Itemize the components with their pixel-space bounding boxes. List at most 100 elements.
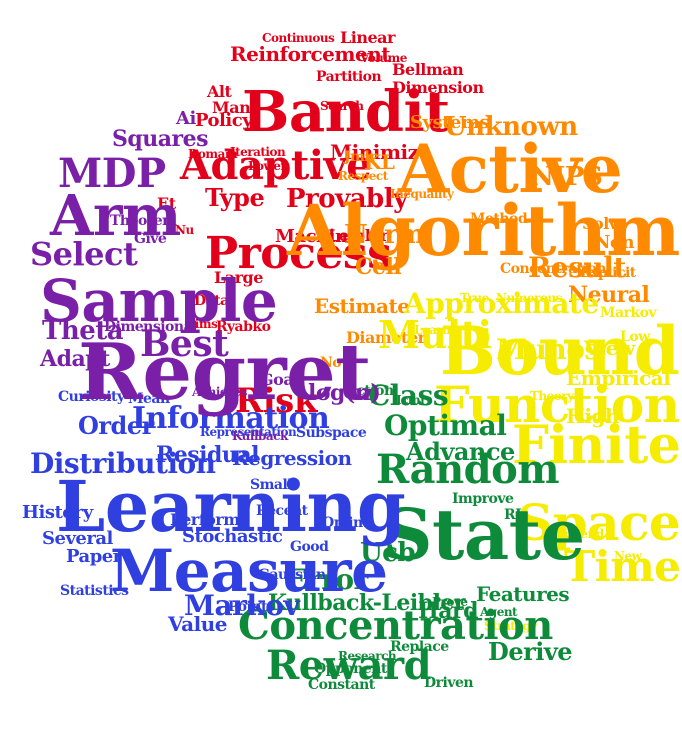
word-finite: Finite	[512, 415, 681, 476]
word-leibler: Leibler	[328, 226, 388, 245]
word-small: Small	[250, 477, 293, 493]
word-type: Type	[205, 183, 265, 212]
word-log-n-: log(n)	[308, 380, 381, 406]
word-nips: NIPS	[530, 162, 603, 192]
word-good: Good	[290, 539, 329, 555]
word-partition: Partition	[316, 69, 382, 85]
word-iteration: Iteration	[230, 145, 286, 159]
word-et: Et	[157, 194, 176, 213]
word-dimensional: Dimensional	[104, 319, 197, 335]
word-optimal: Optimal	[384, 409, 507, 442]
word-several: Several	[42, 528, 113, 549]
word-value: Value	[168, 612, 228, 636]
word-action: Action	[346, 383, 394, 399]
word-improve: Improve	[452, 491, 514, 507]
word-dimension: Dimension	[392, 78, 484, 97]
word-kullback-leibler: Kullback-Leibler	[268, 590, 466, 616]
word-concentration: Concentration	[500, 261, 607, 277]
word-respect: Respect	[338, 169, 388, 183]
word-prove: Prove	[432, 595, 468, 609]
word-empirical: Empirical	[566, 366, 671, 390]
word-provably: Provably	[286, 184, 408, 214]
word-large: Large	[214, 268, 263, 287]
word-learner: Learner	[414, 323, 464, 337]
word-policy: Policy	[195, 110, 253, 131]
word-rl: RL	[504, 507, 525, 523]
word-hard: Hard	[418, 598, 479, 624]
word-statistics: Statistics	[60, 583, 129, 599]
word-norm: Norm	[344, 220, 425, 250]
word-achieves: Achieves	[192, 385, 247, 399]
word-representation: Representation	[200, 425, 297, 439]
word-distribution: Distribution	[30, 447, 216, 480]
word-result: Result	[528, 251, 626, 284]
word-points: Points	[228, 599, 275, 615]
word-alt: Alt	[207, 82, 232, 101]
word-regression: Regression	[232, 446, 352, 470]
word-recent: Recent	[256, 503, 308, 519]
word-squares: Squares	[112, 126, 209, 152]
word-many: Many	[212, 98, 260, 117]
word-curiosity: Curiosity	[58, 389, 125, 405]
word-volume: Volume	[360, 51, 407, 65]
word-research: Research	[338, 649, 397, 663]
word-history: History	[22, 502, 93, 523]
word-sample: Sample	[40, 267, 278, 335]
word-kullback: Kullback	[232, 429, 288, 443]
word-measure: Measure	[110, 537, 388, 605]
word-high: High	[566, 404, 620, 428]
word-constant: Constant	[308, 677, 375, 693]
word-lower: Lower	[248, 159, 287, 173]
word-inequality: Inequality	[390, 187, 454, 201]
word-low: Low	[620, 329, 650, 345]
word-concentration: Concentration	[238, 602, 553, 649]
word-stochastic: Stochastic	[182, 526, 283, 547]
word-non: Non	[594, 232, 635, 253]
word-error: Error	[286, 563, 368, 596]
word-nu: Nu	[175, 223, 194, 237]
word-theta: Theta	[42, 316, 124, 346]
word-derive: Derive	[488, 637, 573, 666]
word-diameter: Diameter	[346, 328, 426, 347]
word-class: Class	[368, 379, 449, 412]
word-explicit: Explicit	[580, 265, 636, 281]
word-subspace: Subspace	[296, 425, 367, 441]
word-random: Random	[376, 446, 560, 493]
word-order: Order	[78, 411, 154, 440]
word-bound: Bound	[440, 312, 680, 390]
word-space: Space	[517, 493, 681, 552]
word-munos: Munos	[496, 333, 600, 366]
word-information: Information	[132, 401, 330, 436]
word-new: New	[614, 549, 642, 563]
word-residual: Residual	[156, 442, 260, 468]
word-ai: Ai	[176, 108, 196, 129]
word-select: Select	[30, 235, 138, 273]
word-best: Best	[140, 323, 229, 365]
word-function: Function	[434, 375, 680, 434]
word-kl: KL	[364, 150, 395, 174]
word-performs: Performs	[170, 510, 249, 529]
word-agent: Agent	[480, 605, 518, 619]
word-linear: Linear	[340, 28, 395, 47]
word-algorithm: Algorithm	[287, 189, 680, 272]
word-multi: Multi	[378, 312, 492, 357]
word-icml: Icml	[396, 393, 425, 407]
word-learning: Learning	[56, 465, 406, 548]
word-regret: Regret	[78, 327, 371, 418]
word-theory: Theory	[530, 389, 574, 403]
word-domain: Domain	[188, 147, 238, 161]
word-mean: Mean	[128, 391, 170, 407]
word-state: State	[382, 493, 585, 576]
word-minimize: Minimize	[330, 140, 431, 164]
word-reinforcement: Reinforcement	[230, 42, 391, 66]
word-theorem: Theorem	[110, 213, 177, 229]
word-estimate: Estimate	[314, 294, 410, 318]
word-neural: Neural	[568, 282, 650, 308]
word-now: Now	[320, 355, 353, 371]
word-advance: Advance	[406, 437, 515, 466]
word-true: True	[460, 291, 489, 305]
word-view: View	[584, 336, 635, 360]
word-solve: Solve	[582, 214, 628, 233]
word-ucb: Ucb	[360, 538, 416, 568]
